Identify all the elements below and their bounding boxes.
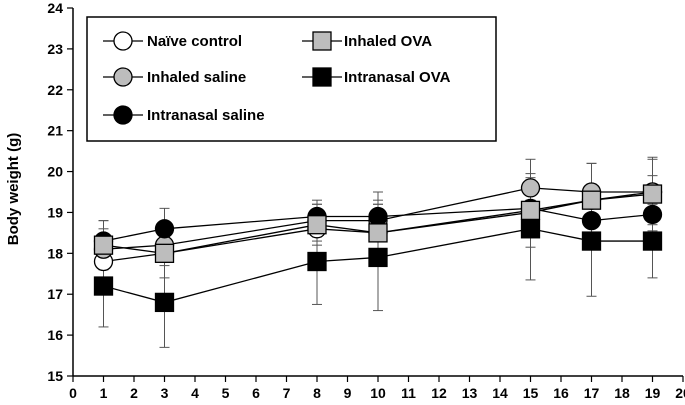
y-tick-label: 17	[47, 286, 63, 302]
series-markers	[93, 178, 663, 313]
point-intranasal-saline	[581, 210, 602, 231]
legend-label-inhaled-saline: Inhaled saline	[147, 69, 246, 86]
legend-marker-inhaled-saline	[113, 67, 133, 87]
legend-label-inhaled-ova: Inhaled OVA	[344, 33, 432, 50]
x-tick-label: 9	[344, 385, 352, 401]
x-tick-label: 8	[313, 385, 321, 401]
point-inhaled-ova	[93, 235, 114, 255]
y-tick-label: 20	[47, 164, 63, 180]
point-intranasal-ova	[581, 231, 602, 251]
y-tick-label: 18	[47, 245, 63, 261]
point-inhaled-ova	[307, 215, 327, 235]
x-tick-label: 16	[553, 385, 569, 401]
point-intranasal-ova	[154, 292, 175, 313]
x-tick-label: 15	[523, 385, 539, 401]
x-tick-label: 19	[645, 385, 661, 401]
point-intranasal-saline	[368, 206, 388, 227]
legend-marker-intranasal-saline	[113, 105, 133, 125]
x-tick-label: 20	[675, 385, 685, 401]
x-tick-label: 10	[370, 385, 386, 401]
x-tick-label: 6	[252, 385, 260, 401]
x-tick-label: 3	[161, 385, 169, 401]
legend: Naïve control Inhaled OVA Inhaled saline In…	[86, 16, 497, 142]
legend-label-intranasal-ova: Intranasal OVA	[344, 69, 451, 86]
point-inhaled-ova	[520, 200, 541, 221]
point-intranasal-ova	[368, 247, 388, 268]
x-tick-label: 4	[191, 385, 199, 401]
y-tick-label: 15	[47, 368, 63, 384]
x-tick-label: 5	[222, 385, 230, 401]
point-intranasal-ova	[520, 219, 541, 239]
y-tick-label: 23	[47, 41, 63, 57]
x-tick-label: 1	[100, 385, 108, 401]
x-tick-label: 18	[614, 385, 630, 401]
legend-box	[86, 16, 497, 142]
legend-marker-intranasal-ova	[312, 67, 332, 87]
legend-label-intranasal-saline: Intranasal saline	[147, 107, 265, 124]
point-intranasal-saline	[154, 219, 175, 239]
x-tick-label: 17	[584, 385, 600, 401]
point-inhaled-ova	[642, 184, 663, 204]
x-tick-label: 0	[69, 385, 77, 401]
point-intranasal-ova	[307, 251, 327, 272]
point-intranasal-ova	[642, 231, 663, 251]
legend-marker-inhaled-ova	[312, 31, 332, 51]
point-intranasal-ova	[93, 276, 114, 296]
y-tick-label: 22	[47, 82, 63, 98]
y-tick-label: 21	[47, 123, 63, 139]
point-inhaled-ova	[368, 223, 388, 243]
point-inhaled-ova	[154, 243, 175, 263]
point-intranasal-saline	[642, 204, 663, 225]
point-inhaled-ova	[581, 190, 602, 210]
x-tick-label: 12	[431, 385, 447, 401]
x-tick-label: 2	[130, 385, 138, 401]
x-tick-label: 13	[462, 385, 478, 401]
y-tick-label: 16	[47, 327, 63, 343]
x-tick-label: 14	[492, 385, 508, 401]
x-tick-label: 11	[401, 385, 416, 401]
y-tick-label: 19	[47, 204, 63, 220]
legend-label-naive-control: Naïve control	[147, 33, 242, 50]
point-inhaled-saline	[520, 178, 541, 198]
x-tick-label: 7	[283, 385, 291, 401]
legend-marker-naive-control	[113, 31, 133, 51]
y-tick-label: 24	[47, 0, 63, 16]
y-axis-title: Body weight (g)	[5, 133, 22, 246]
